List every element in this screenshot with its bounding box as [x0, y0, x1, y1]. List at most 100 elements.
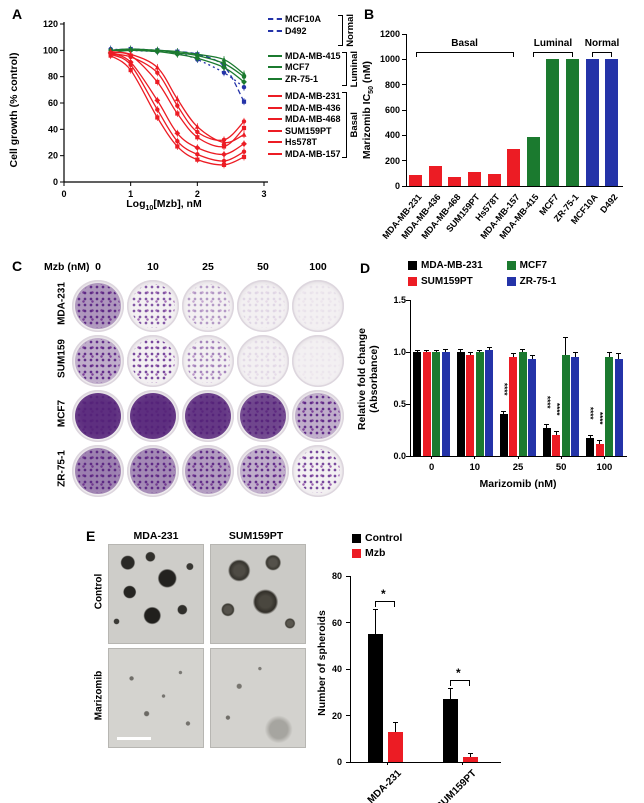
error-bar	[565, 337, 567, 356]
error-bar	[503, 411, 505, 415]
error-bar	[374, 608, 376, 635]
error-bar-cap	[467, 352, 473, 353]
error-bar	[469, 352, 471, 356]
error-bar-cap	[424, 349, 430, 351]
bar-SUM159PT-10	[466, 355, 475, 456]
y-tick	[402, 33, 406, 35]
legend-item: MCF10A	[268, 14, 337, 24]
error-bar-cap	[510, 353, 516, 355]
error-bar-cap	[392, 722, 398, 724]
y-tick	[346, 622, 350, 623]
x-tick-label-MDA-231: MDA-231	[365, 768, 404, 803]
y-tick-label: 80	[48, 72, 58, 82]
error-bar-cap	[572, 352, 578, 353]
error-bar	[394, 722, 396, 732]
colony-well	[72, 390, 124, 442]
panel-a-y-axis-title: Cell growth (% control)	[8, 52, 20, 168]
legend-label: MDA-MB-415	[285, 50, 341, 61]
plot-area	[406, 34, 623, 187]
colony-well	[237, 390, 289, 442]
colony-stain-solid	[75, 283, 121, 329]
error-bar-cap	[433, 349, 439, 351]
sig-bracket-leg	[450, 679, 451, 686]
legend-label: Hs578T	[285, 137, 318, 148]
y-tick-label: 120	[43, 19, 58, 29]
bar-MDA-MB-231-100	[586, 438, 595, 456]
colony-stain-speckle	[241, 449, 285, 493]
error-bar-cap	[414, 349, 420, 351]
bar-MDA-MB-231-25	[499, 414, 508, 456]
panel-c-header: Mzb (nM)	[44, 261, 90, 273]
error-bar	[574, 352, 576, 358]
group-bracket	[341, 92, 347, 158]
y-tick-label: 40	[331, 664, 342, 674]
y-tick	[402, 109, 406, 111]
colony-well	[237, 445, 289, 497]
bar-MDA-MB-436	[428, 165, 442, 186]
colony-well	[127, 280, 179, 332]
y-tick-label: 0	[394, 181, 400, 191]
legend-item: MDA-MB-231	[408, 258, 483, 273]
legend-swatch	[268, 129, 282, 132]
x-tick-label: 0	[428, 462, 435, 473]
group-bracket-tick	[533, 52, 535, 57]
y-tick-label: 20	[331, 710, 342, 721]
sig-bracket-leg	[375, 600, 376, 607]
colony-stain-speckle	[186, 284, 230, 328]
y-tick-label: 400	[384, 130, 400, 141]
bar-MDA-MB-231-50	[542, 427, 551, 456]
bar-SUM159PT	[467, 172, 481, 186]
sig-bracket-leg	[394, 600, 395, 607]
error-bar	[469, 752, 471, 758]
error-bar	[460, 348, 462, 352]
group-bracket-tick	[571, 52, 573, 57]
error-bar-cap	[587, 435, 593, 437]
spheroid-image-marizomib-mda231	[108, 648, 204, 748]
panel-b: B Marizomib IC50 (nM) 0 200 400 600 800 1000 1…	[356, 0, 644, 255]
panel-d-x-axis-title: Marizomib (nM)	[479, 478, 557, 490]
colony-well	[182, 390, 234, 442]
legend-label: SUM159PT	[285, 125, 332, 136]
legend-label: MCF7	[519, 260, 547, 271]
x-tick-label: 1	[128, 189, 133, 199]
group-bracket	[341, 51, 347, 87]
error-bar	[416, 349, 418, 352]
y-tick-label: 0.5	[393, 399, 406, 409]
ylabel-line1: Relative fold change	[355, 328, 368, 431]
error-bar-cap	[458, 348, 464, 350]
bar-MCF7-10	[475, 352, 484, 456]
bar-ZR-75-1-10	[485, 349, 494, 456]
legend-items: MDA-MB-415 MCF7 ZR-75-1	[268, 51, 341, 87]
legend-swatch	[506, 261, 516, 270]
y-tick-label: 0	[336, 757, 342, 767]
legend-swatch	[268, 141, 282, 144]
bar-Mzb-MDA-231	[387, 731, 403, 762]
x-tick-label: 25	[512, 462, 524, 473]
panel-a: A Cell growth (% control) 0 20 40 60 80 100 12…	[0, 0, 360, 255]
dose-label: 100	[309, 261, 327, 273]
group-bracket-line	[415, 52, 514, 53]
colony-stain-speckle	[186, 449, 230, 493]
y-tick	[402, 160, 406, 162]
colony-stain-solid	[75, 393, 121, 439]
y-tick-label: 0	[53, 177, 58, 187]
significance-stars: ****	[499, 383, 509, 396]
legend-label: MDA-MB-436	[285, 102, 341, 113]
group-label-luminal: Luminal	[533, 38, 573, 49]
legend-label: ZR-75-1	[519, 276, 557, 287]
panel-a-x-axis-title: Log10[Mzb], nM	[84, 198, 244, 212]
scale-bar	[117, 737, 151, 740]
bar-MDA-MB-231	[409, 174, 422, 186]
colony-stain-speckle	[186, 339, 230, 383]
error-bar	[599, 440, 601, 444]
colony-well	[72, 445, 124, 497]
error-bar	[445, 348, 447, 352]
error-bar-cap	[544, 423, 550, 425]
x-tick-label: 100	[596, 462, 613, 473]
error-bar	[555, 431, 557, 436]
colony-well	[182, 280, 234, 332]
error-bar-cap	[616, 353, 622, 355]
y-tick	[402, 185, 406, 187]
colony-stain-solid	[75, 338, 121, 384]
